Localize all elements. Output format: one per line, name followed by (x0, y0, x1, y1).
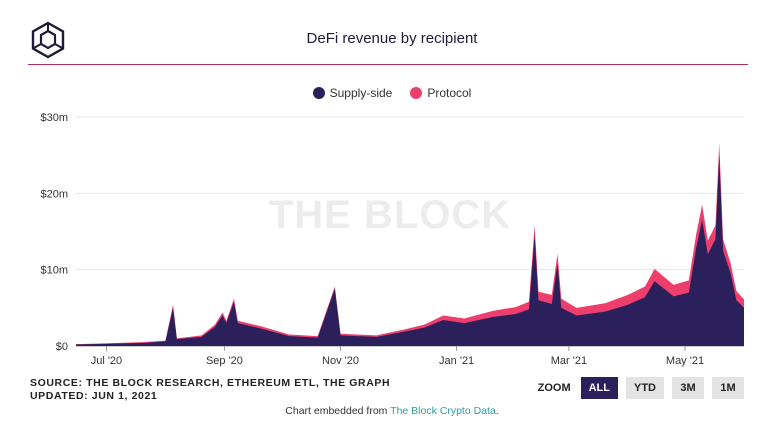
updated-text: UPDATED: JUN 1, 2021 (30, 390, 158, 402)
x-tick-label: Nov '20 (322, 355, 359, 367)
y-tick-label: $0 (56, 341, 68, 353)
embed-suffix: . (495, 405, 499, 417)
legend-item-protocol[interactable]: Protocol (410, 86, 471, 100)
revenue-area-chart[interactable]: THE BLOCK $0 $10m $20m $30m Jul '20 Sep '20 N… (0, 100, 784, 370)
series-area-supply-side[interactable] (76, 155, 744, 346)
legend-swatch-supply-side (312, 87, 325, 99)
y-tick-label: $30m (40, 112, 68, 124)
embed-note: Chart embedded from The Block Crypto Dat… (0, 405, 784, 417)
x-tick-label: Jan '21 (439, 355, 474, 367)
series-areas (76, 142, 744, 346)
legend-item-supply-side[interactable]: Supply-side (312, 86, 393, 100)
zoom-controls: ZOOM ALL YTD 3M 1M (538, 377, 744, 399)
legend-label-supply-side: Supply-side (329, 86, 393, 100)
x-tick-label: Mar '21 (551, 355, 587, 367)
chart-title: DeFi revenue by recipient (306, 30, 478, 47)
x-axis: Jul '20 Sep '20 Nov '20 Jan '21 Mar '21 May '… (91, 346, 704, 367)
zoom-1m-button[interactable]: 1M (712, 377, 744, 399)
y-tick-label: $20m (40, 188, 68, 200)
y-axis: $0 $10m $20m $30m (40, 112, 68, 353)
title-divider (28, 64, 748, 65)
legend-label-protocol: Protocol (427, 86, 472, 100)
watermark-text: THE BLOCK (269, 193, 511, 237)
x-tick-label: Sep '20 (206, 355, 243, 367)
source-text: SOURCE: THE BLOCK RESEARCH, ETHEREUM ETL… (30, 377, 391, 389)
embed-link[interactable]: The Block Crypto Data (390, 405, 496, 417)
embed-prefix: Chart embedded from (285, 405, 391, 417)
zoom-ytd-button[interactable]: YTD (626, 377, 664, 399)
zoom-label: ZOOM (537, 382, 571, 394)
x-tick-label: May '21 (666, 355, 704, 367)
zoom-3m-button[interactable]: 3M (672, 377, 704, 399)
source-note: SOURCE: THE BLOCK RESEARCH, ETHEREUM ETL… (30, 377, 390, 403)
zoom-all-button[interactable]: ALL (580, 377, 618, 399)
legend-swatch-protocol (410, 87, 423, 99)
the-block-logo-icon (31, 21, 65, 59)
x-tick-label: Jul '20 (91, 355, 122, 367)
y-tick-label: $10m (40, 265, 68, 277)
chart-legend: Supply-side Protocol (0, 86, 784, 100)
